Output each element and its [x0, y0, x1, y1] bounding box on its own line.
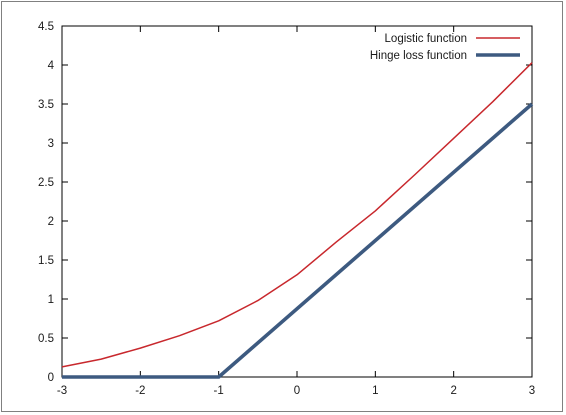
legend: Logistic function Hinge loss function: [370, 33, 520, 62]
y-tick-label: 2: [48, 216, 54, 228]
x-tick-label: -3: [57, 385, 67, 397]
hinge-loss-series-line: [62, 102, 534, 379]
y-tick-label: 3.5: [38, 99, 54, 111]
x-tick-label: 1: [372, 385, 378, 397]
line-chart: 0 0.5 1 1.5 2 2.5 3 3.5 4 4.5 -3 -2 -1 0 1 2 3 Logistic…: [38, 21, 535, 397]
x-tick-label: 3: [529, 385, 535, 397]
legend-label: Logistic function: [385, 33, 467, 45]
y-tick-label: 0: [48, 372, 54, 384]
x-tick-label: -2: [135, 385, 145, 397]
y-tick-label: 0.5: [38, 333, 54, 345]
y-tick-label: 4: [48, 60, 55, 72]
y-tick-label: 1: [48, 294, 54, 306]
legend-label: Hinge loss function: [370, 50, 467, 62]
x-tick-label: 0: [294, 385, 300, 397]
y-tick-label: 1.5: [38, 255, 54, 267]
x-tick-label: 2: [450, 385, 456, 397]
logistic-series-line: [61, 62, 533, 368]
x-tick-label: -1: [214, 385, 224, 397]
y-tick-label: 4.5: [38, 21, 54, 33]
y-tick-label: 3: [48, 138, 54, 150]
plot-area: [61, 25, 533, 378]
y-tick-label: 2.5: [38, 177, 54, 189]
